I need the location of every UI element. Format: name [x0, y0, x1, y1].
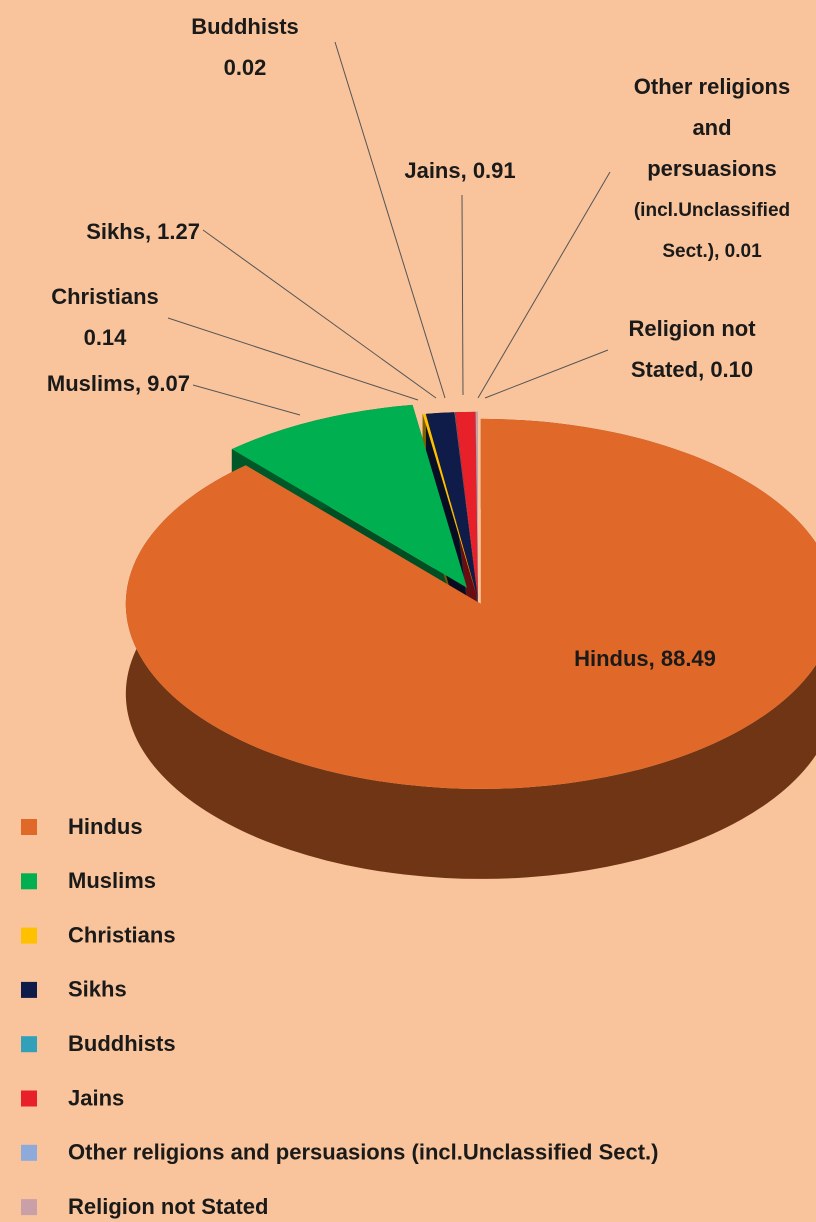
legend-label: Hindus — [68, 814, 143, 839]
legend-swatch — [21, 1090, 37, 1107]
slice — [475, 411, 478, 597]
slice — [426, 412, 478, 597]
legend-swatch — [21, 1036, 37, 1053]
legend-swatch — [21, 819, 37, 835]
data-label: Sect.), 0.01 — [662, 241, 762, 262]
slice — [475, 411, 478, 597]
legend-label: Buddhists — [68, 1031, 176, 1056]
legend-label: Christians — [68, 922, 176, 947]
legend-label: Sikhs — [68, 977, 127, 1002]
legend-label: Jains — [68, 1085, 124, 1110]
legend-swatch — [21, 1199, 37, 1216]
data-label: and — [692, 115, 731, 140]
leader-line — [334, 41, 446, 399]
data-label: Jains, 0.91 — [404, 158, 515, 183]
legend-label: Muslims — [68, 868, 156, 893]
data-label: persuasions — [647, 156, 777, 181]
data-label: Sikhs, 1.27 — [86, 219, 200, 244]
slice — [422, 413, 478, 597]
slice — [455, 411, 478, 597]
slice-side — [125, 418, 816, 879]
legend-swatch — [21, 981, 37, 998]
leader-line — [192, 384, 301, 416]
data-label: Religion not — [628, 316, 756, 341]
legend-swatch — [21, 927, 37, 944]
leader-line — [167, 317, 419, 401]
data-label: (incl.Unclassified — [634, 200, 790, 221]
data-label: Christians — [51, 284, 159, 309]
data-label: 0.02 — [224, 55, 267, 80]
data-label: Other religions — [634, 74, 790, 99]
data-label: Stated, 0.10 — [631, 357, 753, 382]
data-label: Buddhists — [191, 14, 299, 39]
leader-line — [461, 194, 464, 396]
leader-line — [477, 171, 611, 399]
slice — [231, 404, 467, 588]
data-label: Hindus, 88.49 — [574, 646, 716, 671]
legend-swatch — [21, 1144, 37, 1161]
slice — [125, 418, 816, 789]
legend-label: Other religions and persuasions (incl.Un… — [68, 1140, 659, 1165]
legend-label: Religion not Stated — [68, 1194, 268, 1219]
slice — [454, 412, 478, 597]
leader-line — [202, 229, 437, 399]
data-label: 0.14 — [84, 325, 128, 350]
leader-line — [484, 349, 609, 399]
data-label: Muslims, 9.07 — [47, 371, 190, 396]
legend-swatch — [21, 873, 37, 890]
